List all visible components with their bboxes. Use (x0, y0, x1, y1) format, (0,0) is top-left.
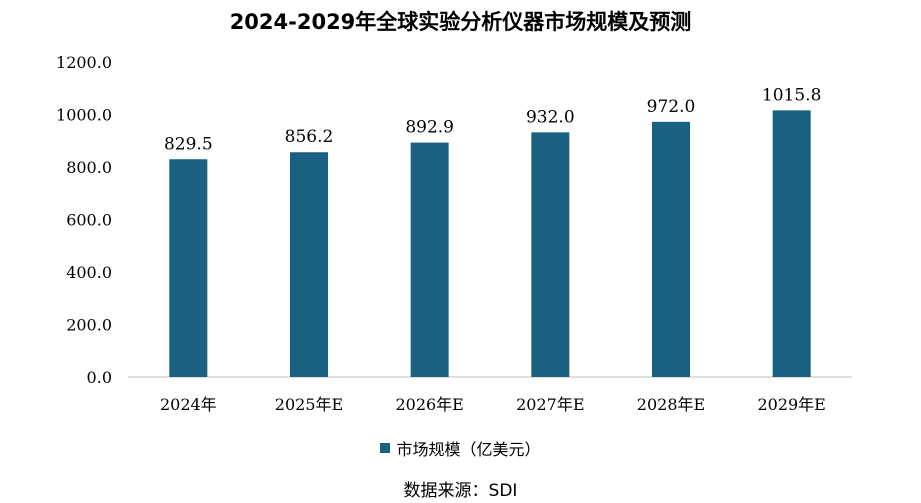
x-tick-label: 2029年E (757, 395, 825, 414)
bar (772, 110, 811, 377)
y-tick-label: 1000.0 (56, 106, 112, 125)
bar (169, 159, 208, 377)
x-tick-label: 2024年 (160, 395, 217, 414)
y-tick-label: 800.0 (66, 158, 112, 177)
data-label: 972.0 (647, 97, 696, 117)
bar (290, 152, 328, 377)
y-tick-label: 600.0 (66, 211, 112, 230)
bar (410, 142, 449, 377)
x-tick-label: 2026年E (395, 395, 463, 414)
bar (652, 121, 690, 377)
y-tick-label: 1200.0 (56, 53, 112, 72)
legend: 市场规模（亿美元） (0, 436, 921, 460)
source-note: 数据来源：SDI (403, 481, 518, 501)
x-tick-label: 2027年E (516, 395, 584, 414)
legend-label: 市场规模（亿美元） (396, 440, 541, 459)
data-label: 932.0 (526, 107, 575, 127)
chart-title: 2024-2029年全球实验分析仪器市场规模及预测 (229, 10, 692, 34)
data-label: 829.5 (164, 134, 213, 154)
data-label: 856.2 (285, 127, 334, 147)
x-tick-label: 2025年E (275, 395, 343, 414)
y-tick-label: 400.0 (66, 263, 112, 282)
data-label: 892.9 (405, 118, 454, 138)
y-tick-label: 200.0 (66, 316, 112, 335)
y-tick-label: 0.0 (87, 368, 112, 387)
x-tick-label: 2028年E (637, 395, 705, 414)
data-label: 1015.8 (762, 85, 821, 105)
legend-swatch (380, 443, 391, 453)
bar (531, 132, 570, 377)
